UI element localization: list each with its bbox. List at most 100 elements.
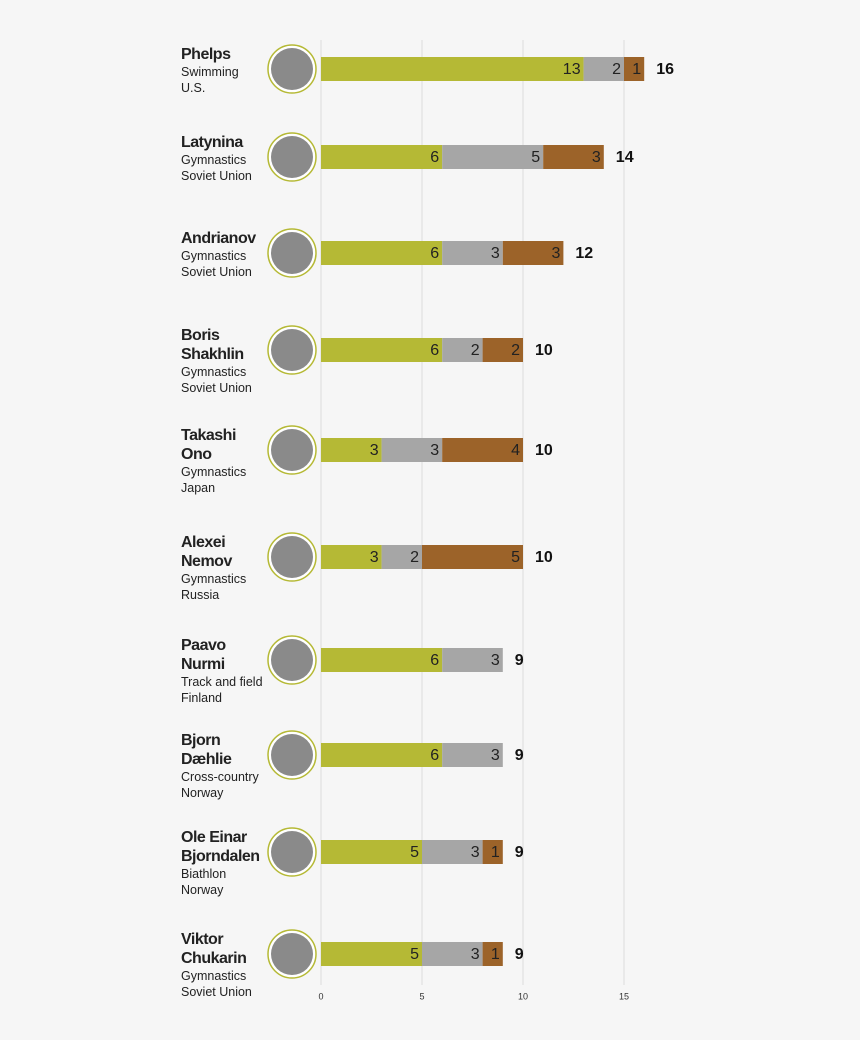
value-label: 2 (471, 342, 480, 359)
athlete-label: Viktor Chukarin Gymnastics Soviet Union (181, 930, 269, 1000)
value-label: 3 (491, 652, 500, 669)
bar-segment (321, 57, 584, 81)
total-label: 9 (515, 946, 524, 963)
athlete-name: Takashi Ono (181, 427, 236, 463)
bar-segment (442, 338, 483, 362)
photo (271, 232, 313, 274)
bar-segment (442, 648, 503, 672)
country: Japan (181, 481, 216, 495)
bar-segment (583, 57, 624, 81)
value-label: 13 (563, 61, 581, 78)
value-label: 5 (410, 844, 419, 861)
value-label: 6 (430, 652, 439, 669)
athlete-name: Viktor Chukarin (181, 931, 247, 967)
country: Finland (181, 691, 222, 705)
sport: Gymnastics (181, 572, 247, 586)
value-label: 3 (471, 844, 480, 861)
value-label: 5 (511, 549, 520, 566)
athlete-name: Andrianov (181, 230, 256, 247)
bar-segment (321, 743, 443, 767)
value-label: 6 (430, 245, 439, 262)
value-label: 3 (491, 747, 500, 764)
athlete-label: Latynina Gymnastics Soviet Union (181, 133, 269, 184)
athlete-name: Bjorn Dæhlie (181, 732, 232, 768)
bar-segment (422, 942, 483, 966)
total-label: 12 (575, 245, 593, 262)
athlete-name: Boris Shakhlin (181, 327, 244, 363)
athlete-name: Latynina (181, 134, 243, 151)
photo (271, 429, 313, 471)
athlete-label: Boris Shakhlin Gymnastics Soviet Union (181, 326, 269, 396)
photo (271, 734, 313, 776)
country: U.S. (181, 81, 206, 95)
bar-segment (321, 438, 382, 462)
photo (271, 48, 313, 90)
total-label: 10 (535, 549, 553, 566)
x-tick-label: 15 (619, 991, 629, 1001)
sport: Gymnastics (181, 249, 247, 263)
bar-segment (381, 545, 422, 569)
value-label: 3 (370, 442, 379, 459)
value-label: 5 (531, 149, 540, 166)
bar-segment (543, 145, 604, 169)
value-label: 3 (370, 549, 379, 566)
photo (271, 933, 313, 975)
x-tick-label: 0 (318, 991, 323, 1001)
value-label: 3 (430, 442, 439, 459)
photo (271, 831, 313, 873)
sport: Cross-country (181, 770, 259, 784)
value-label: 1 (632, 61, 641, 78)
x-tick-label: 10 (518, 991, 528, 1001)
athlete-label: Alexei Nemov Gymnastics Russia (181, 533, 269, 603)
sport: Gymnastics (181, 465, 247, 479)
value-label: 5 (410, 946, 419, 963)
sport: Gymnastics (181, 153, 247, 167)
sport: Biathlon (181, 867, 227, 881)
country: Soviet Union (181, 985, 252, 999)
total-label: 10 (535, 342, 553, 359)
bar-segment (442, 438, 523, 462)
total-label: 9 (515, 747, 524, 764)
value-label: 3 (551, 245, 560, 262)
bar-segment (422, 545, 523, 569)
value-label: 3 (592, 149, 601, 166)
country: Soviet Union (181, 381, 252, 395)
total-label: 9 (515, 652, 524, 669)
country: Russia (181, 588, 220, 602)
value-label: 1 (491, 844, 500, 861)
total-label: 10 (535, 442, 553, 459)
total-label: 16 (656, 61, 674, 78)
photo (271, 136, 313, 178)
sport: Gymnastics (181, 365, 247, 379)
value-label: 3 (491, 245, 500, 262)
x-tick-label: 5 (419, 991, 424, 1001)
total-label: 9 (515, 844, 524, 861)
bar-segment (321, 338, 443, 362)
bar-segment (321, 241, 443, 265)
value-label: 1 (491, 946, 500, 963)
photo (271, 329, 313, 371)
country: Soviet Union (181, 265, 252, 279)
country: Norway (181, 883, 224, 897)
bar-segment (321, 942, 422, 966)
bar-segment (482, 338, 523, 362)
sport: Track and field (181, 675, 263, 689)
sport: Swimming (181, 65, 239, 79)
bar-segment (482, 942, 503, 966)
bar-segment (442, 145, 544, 169)
value-label: 3 (471, 946, 480, 963)
athlete-label: Takashi Ono Gymnastics Japan (181, 426, 269, 496)
athlete-name: Phelps (181, 46, 231, 63)
athlete-label: Andrianov Gymnastics Soviet Union (181, 229, 269, 280)
value-label: 4 (511, 442, 520, 459)
bar-segment (482, 840, 503, 864)
value-label: 6 (430, 747, 439, 764)
athlete-name: Alexei Nemov (181, 534, 232, 570)
bar-segment (422, 840, 483, 864)
sport: Gymnastics (181, 969, 247, 983)
bar-segment (321, 648, 443, 672)
bar-segment (381, 438, 443, 462)
photo (271, 639, 313, 681)
